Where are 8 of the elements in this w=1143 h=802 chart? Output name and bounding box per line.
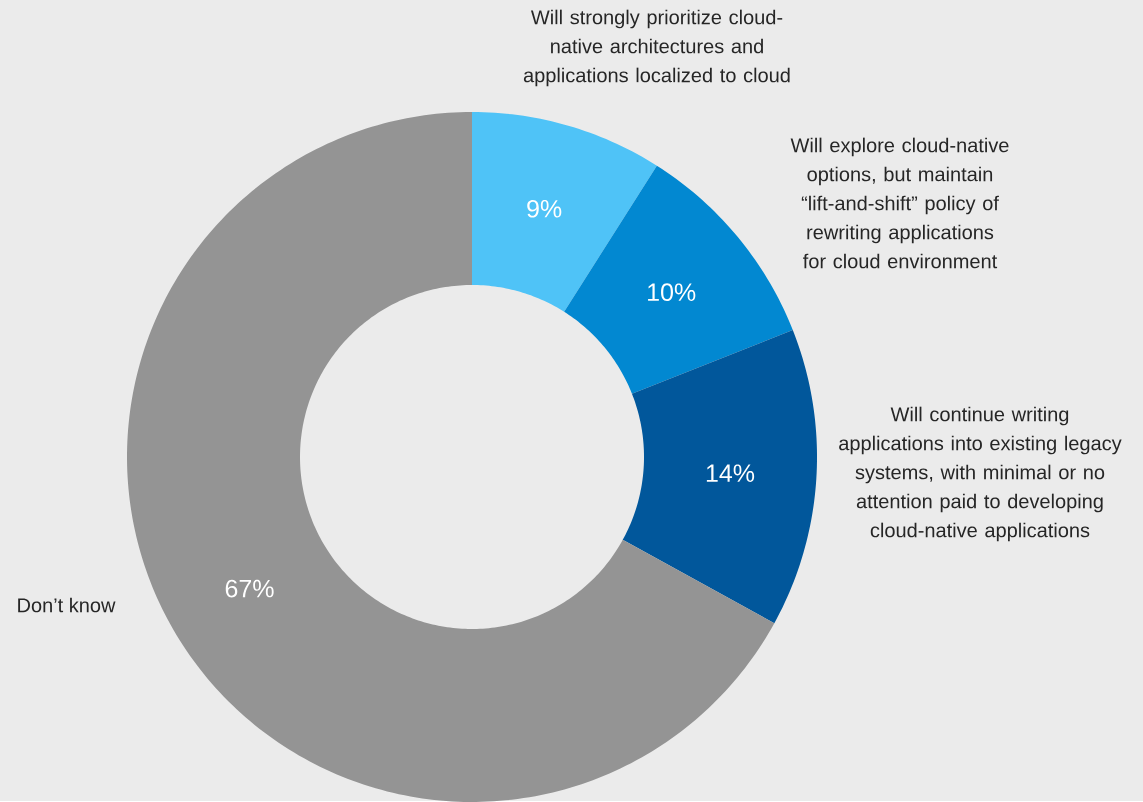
data-label: 10% [648,283,696,302]
data-label: 9% [527,199,562,218]
slice-label: Will continue writing applications into existing legacy systems, with minimal or no attention paid to developing cloud-native applications [839,406,1122,542]
data-label: 14% [706,464,755,482]
slice-label: Will strongly prioritize cloud-native architectures and applications localized to cloud [523,9,790,87]
slice-label: Will explore cloud-native options, but maintain “lift-and-shift” policy of rewriting applications for cloud environment [790,137,1009,269]
data-label: 67% [225,579,274,598]
slice-label: Don’t know [18,597,116,613]
